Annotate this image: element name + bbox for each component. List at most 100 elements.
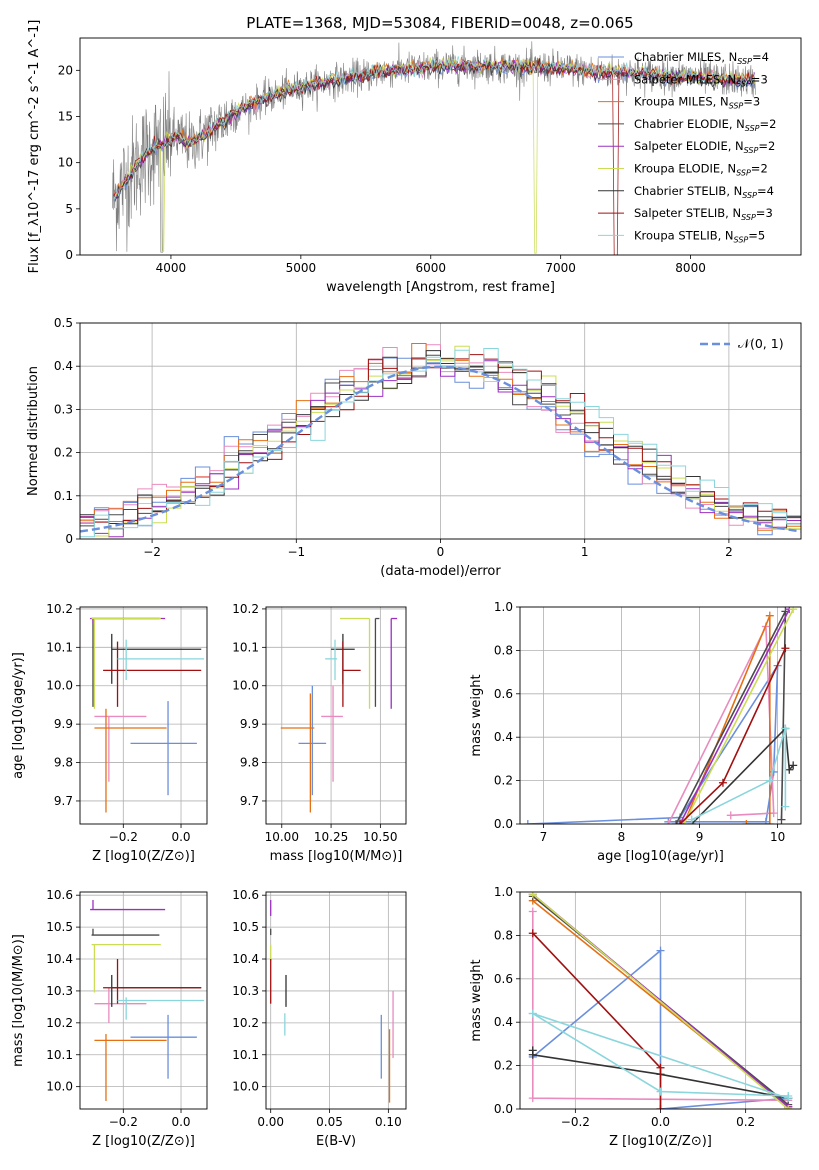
weight-series-line — [683, 615, 771, 824]
plot-area — [112, 41, 756, 255]
errorbar-point — [91, 944, 161, 993]
errorbar-point — [390, 617, 398, 709]
y-tick-label: 0 — [65, 532, 73, 546]
y-tick-label: 10.2 — [46, 602, 73, 616]
y-tick-label: 10.2 — [232, 1016, 259, 1030]
x-axis-label: mass [log10(M/M⊙)] — [270, 849, 403, 864]
weight-marker — [656, 1063, 665, 1072]
errorbar-point — [298, 685, 327, 796]
axes-frame — [519, 606, 802, 825]
weight-marker — [789, 761, 798, 770]
y-tick-label: 10.1 — [232, 640, 259, 654]
errorbar-point — [280, 693, 315, 813]
chart-age_vs_Z: −0.2 0.0 9.7 9.8 9.9 10.0 10.1 10.2 Z [log10(Z/Z… — [11, 602, 208, 864]
weight-marker — [656, 1087, 665, 1096]
legend-model-name: Chabrier MILES — [634, 50, 721, 64]
weight-marker — [761, 817, 770, 824]
legend-model-name: Chabrier STELIB — [634, 184, 726, 198]
legend-entry: 𝒩(0, 1) — [738, 336, 784, 351]
x-axis-label: (data-model)/error — [380, 564, 501, 579]
errorbar-point — [91, 617, 161, 709]
weight-marker — [781, 644, 790, 653]
legend-nssp-sub: SSP — [742, 191, 757, 200]
legend-nssp-value: 3 — [765, 206, 772, 220]
errorbar-point — [339, 617, 371, 709]
errorbar-point — [91, 928, 160, 936]
y-tick-label: 0.0 — [494, 1102, 513, 1116]
legend-model-name: Kroupa MILES — [634, 95, 713, 109]
x-tick-label: 8000 — [675, 261, 706, 275]
spectrum-model-line — [113, 56, 755, 201]
weight-marker — [718, 778, 727, 787]
y-tick-label: 0.2 — [494, 774, 513, 788]
errorbar-point — [94, 715, 147, 782]
axes-frame — [519, 891, 802, 1110]
y-tick-label: 10.3 — [232, 984, 259, 998]
weight-marker — [528, 1050, 537, 1059]
histogram-step-line — [80, 348, 801, 538]
y-tick-label: 10.3 — [46, 984, 73, 998]
weight-marker — [656, 1105, 665, 1109]
errorbar-point — [94, 1034, 167, 1102]
x-axis-label: age [log10(age/yr)] — [597, 849, 724, 864]
legend-nssp-sub: SSP — [737, 57, 752, 66]
y-tick-label: 10.4 — [46, 952, 73, 966]
normal-curve-line — [80, 365, 801, 533]
y-tick-label: 0.0 — [494, 817, 513, 831]
y-tick-label: 10.4 — [232, 952, 259, 966]
legend-nssp-eq: = — [757, 184, 767, 198]
x-tick-label: 0.0 — [651, 1115, 670, 1129]
chart-weight_vs_age: 7 8 9 10 0.0 0.2 0.4 0.6 0.8 1.0 age [log10(age/yr… — [469, 600, 802, 864]
weight-series-line — [683, 608, 794, 824]
legend-nssp-sub: SSP — [736, 169, 751, 178]
errorbar-point — [103, 959, 202, 1004]
legend-nssp-prefix: , N — [718, 228, 734, 242]
weight-marker — [528, 1094, 537, 1103]
legend-model-name: Kroupa ELODIE — [634, 162, 720, 176]
y-tick-label: 10 — [58, 156, 73, 170]
x-axis-label: Z [log10(Z/Z⊙)] — [92, 849, 195, 864]
chart-mass_vs_Z: −0.2 0.0 10.0 10.1 10.2 10.3 10.4 10.5 10.6 Z [lo… — [11, 888, 208, 1149]
x-tick-label: 1 — [581, 545, 589, 559]
y-tick-label: 0.5 — [54, 316, 73, 330]
weight-marker — [528, 1009, 537, 1018]
weight-series-line — [691, 728, 787, 821]
weight-marker — [528, 892, 537, 899]
spectrum-model-line — [113, 56, 755, 254]
y-tick-label: 10.6 — [46, 888, 73, 902]
legend-nssp-value: 2 — [769, 117, 776, 131]
legend-nssp-value: 4 — [762, 50, 769, 64]
axes-frame — [265, 891, 407, 1110]
axes-frame — [265, 606, 407, 825]
legend-nssp-sub: SSP — [741, 213, 756, 222]
legend-nssp-prefix: , N — [725, 206, 741, 220]
y-tick-label: 0.6 — [494, 972, 513, 986]
y-tick-label: 0.8 — [494, 928, 513, 942]
legend-nssp-prefix: , N — [721, 50, 737, 64]
chart-weight_vs_Z: −0.2 0.0 0.2 0.0 0.2 0.4 0.6 0.8 1.0 Z [log10(Z/Z… — [469, 885, 802, 1149]
y-tick-label: 0.1 — [54, 489, 73, 503]
y-tick-label: 0.2 — [494, 1059, 513, 1073]
x-tick-label: −2 — [143, 545, 161, 559]
histogram-step-line — [80, 350, 801, 525]
legend-entry: Salpeter MILES, NSSP=3 — [634, 72, 768, 88]
legend-nssp-sub: SSP — [745, 124, 760, 133]
y-tick-label: 9.9 — [54, 717, 73, 731]
weight-marker — [676, 820, 685, 824]
legend-model-name: Salpeter MILES — [634, 72, 720, 86]
y-axis-label: age [log10(age/yr)] — [11, 652, 26, 779]
legend-nssp-eq: = — [748, 228, 758, 242]
x-axis-label: Z [log10(Z/Z⊙)] — [609, 1134, 712, 1149]
weight-marker — [784, 1105, 793, 1109]
weight-marker — [784, 1094, 793, 1103]
errorbar-point — [90, 899, 166, 911]
x-tick-label: 7 — [540, 830, 548, 844]
legend-nssp-prefix: , N — [720, 72, 736, 86]
errorbar-point — [90, 617, 166, 625]
weight-series-line — [527, 662, 779, 824]
weight-marker — [781, 802, 790, 811]
legend-nssp-value: 3 — [760, 72, 767, 86]
y-tick-label: 0.3 — [54, 402, 73, 416]
errorbar-point — [91, 617, 160, 707]
